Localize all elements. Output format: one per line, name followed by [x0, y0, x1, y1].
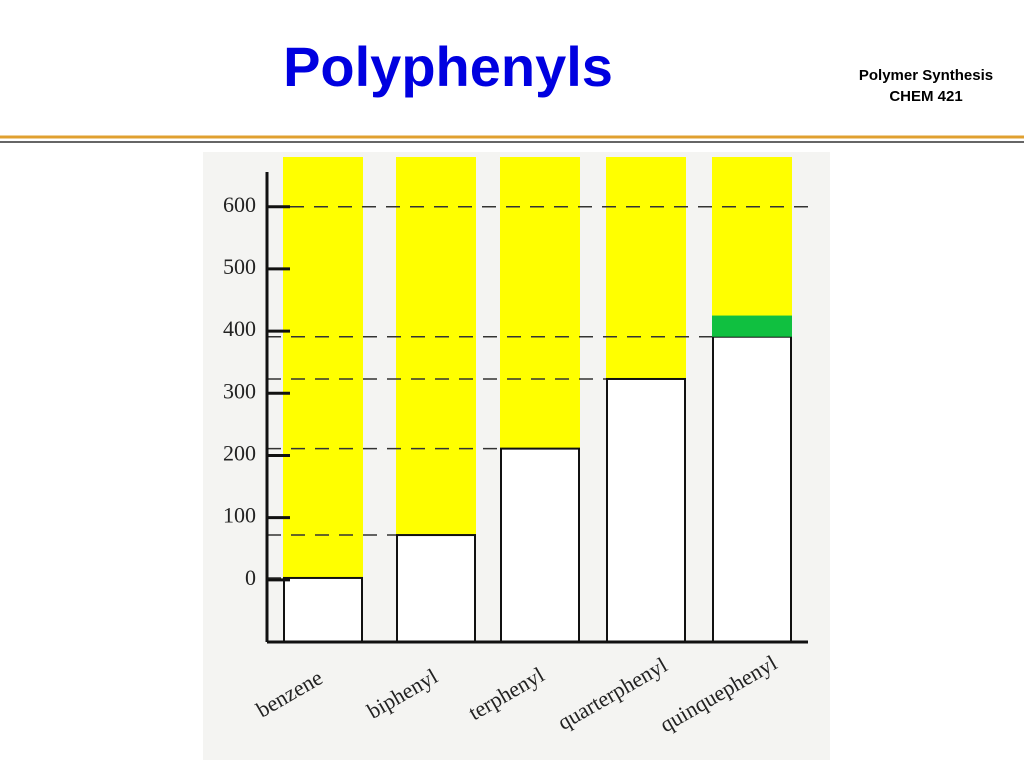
liquid-region [500, 157, 580, 449]
course-name: Polymer Synthesis [859, 67, 993, 84]
slide-title: Polyphenyls [283, 35, 613, 98]
y-tick-label: 100 [223, 503, 256, 528]
bar-segment [712, 315, 792, 337]
y-tick-label: 500 [223, 254, 256, 279]
y-tick-label: 400 [223, 316, 256, 341]
bar [606, 377, 686, 643]
y-tick-label: 300 [223, 378, 256, 403]
y-tick-label: 0 [245, 565, 256, 590]
liquid-region [396, 157, 476, 536]
y-tick-label: 600 [223, 192, 256, 217]
bar [500, 447, 580, 643]
bar [396, 534, 476, 643]
liquid-region [606, 157, 686, 379]
bar [283, 576, 363, 644]
y-tick-label: 200 [223, 441, 256, 466]
liquid-region [712, 157, 792, 337]
course-code: CHEM 421 [889, 88, 962, 105]
chart: benzene biphenyl terphenyl quarterphenylqui… [223, 157, 808, 737]
bar [712, 335, 792, 643]
liquid-region [283, 157, 363, 578]
